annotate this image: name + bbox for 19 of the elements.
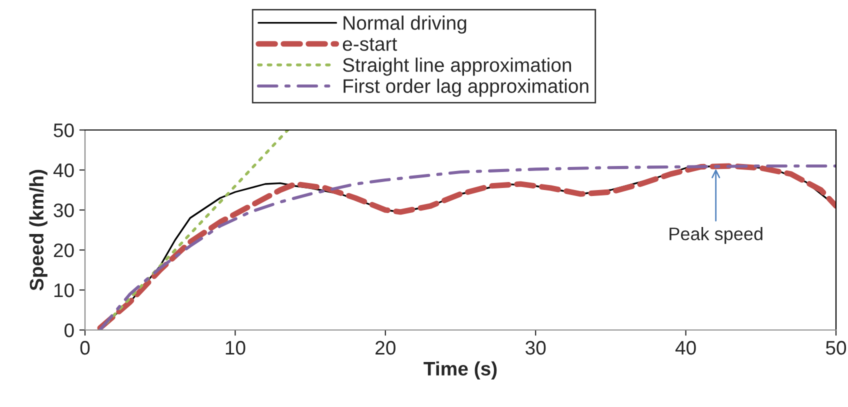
y-tick-label: 30 [54,203,74,218]
legend-label: Normal driving [344,16,466,34]
annotation: Peak speed [670,227,762,244]
y-tick-label: 20 [54,243,74,258]
x-tick-label: 40 [675,340,696,355]
x-tick-label: 10 [226,340,246,355]
legend-label: e-start [342,38,398,51]
x-tick-label: 20 [376,340,396,355]
x-axis-title: Time (s) [424,361,497,380]
y-tick-label: 0 [64,323,74,338]
y-tick-label: 40 [53,163,74,178]
x-tick-label: 30 [526,340,546,355]
y-tick-label: 50 [54,123,74,138]
legend-label: First order lag approximation [344,78,588,97]
x-tick-label: 0 [80,340,90,355]
y-tick-label: 10 [54,283,74,298]
y-axis-title: Speed (km/h) [29,170,48,290]
x-tick-label: 50 [826,340,846,355]
legend-label: Straight line approximation [342,58,572,76]
